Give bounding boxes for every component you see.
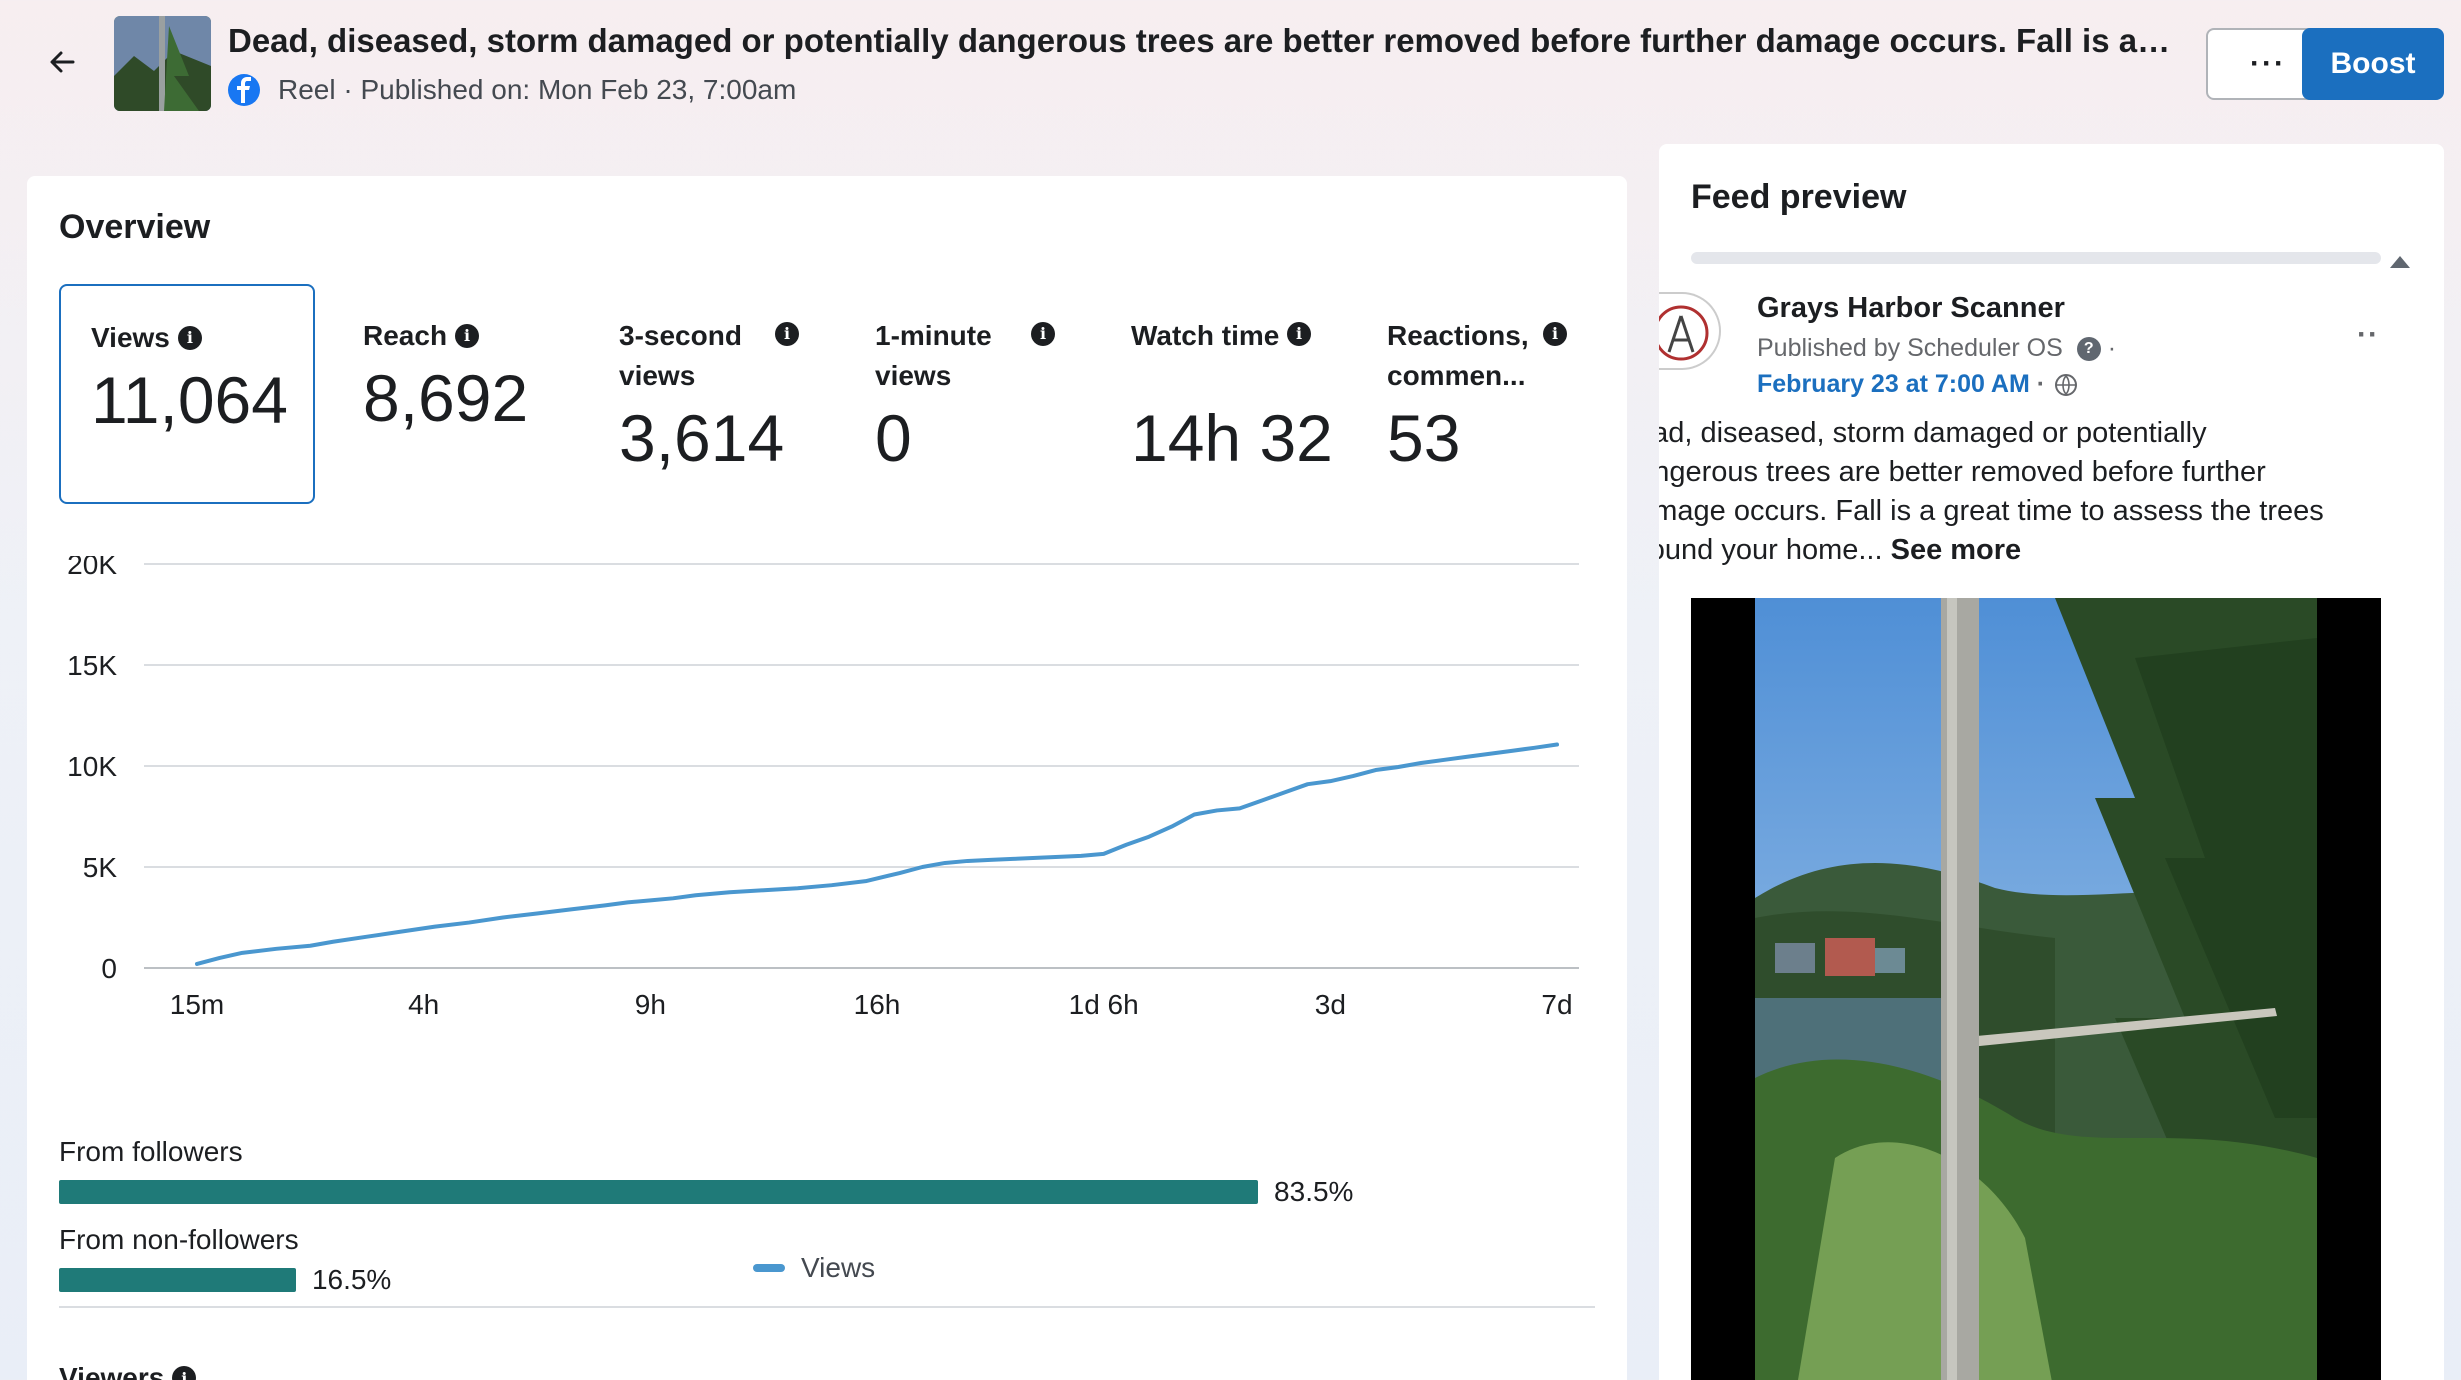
video-frame [1755,598,2317,1380]
published-by-text: Published by Scheduler OS [1757,334,2063,362]
metric-label: 1-minute views [875,320,992,391]
y-tick-label: 15K [67,650,117,681]
y-tick-label: 20K [67,556,117,580]
feed-preview-title: Feed preview [1691,178,1907,216]
x-tick-label: 1d 6h [1069,989,1139,1020]
post-title: Dead, diseased, storm damaged or potenti… [228,22,2178,59]
metric-3-second-views[interactable]: 3-second views i 3,614 [589,284,829,504]
post-menu-icon[interactable]: ·· [2357,318,2379,351]
back-button[interactable] [40,40,84,84]
x-tick-label: 4h [408,989,439,1020]
preview-scrollbar[interactable] [1691,252,2381,264]
info-icon[interactable]: i [775,322,799,346]
legend-label: Views [801,1252,876,1283]
info-icon[interactable]: i [1543,322,1567,346]
see-more-link[interactable]: See more [1890,534,2022,566]
published-by: Published by Scheduler OS ? · [1757,334,2117,362]
from-followers-label: From followers [59,1136,243,1167]
help-icon[interactable]: ? [2076,336,2101,361]
x-tick-label: 7d [1541,989,1572,1020]
from-followers-pct: 83.5% [1274,1176,1354,1207]
y-tick-label: 0 [101,953,117,984]
post-thumbnail[interactable] [114,16,211,111]
published-date: Published on: Mon Feb 23, 7:00am [360,74,797,105]
post-date-text[interactable]: February 23 at 7:00 AM [1757,370,2030,398]
scroll-up-arrow-icon[interactable] [2390,256,2410,268]
from-non-followers-pct: 16.5% [311,1264,392,1295]
metric-reactions[interactable]: Reactions, commen... i 53 [1357,284,1617,504]
post-text: Dead, diseased, storm damaged or potenti… [1659,414,2353,570]
metric-1-minute-views[interactable]: 1-minute views i 0 [845,284,1085,504]
info-icon[interactable]: i [455,324,480,348]
reel-video[interactable] [1691,598,2381,1380]
info-icon[interactable]: i [177,326,202,350]
metric-label: Reach [363,320,448,351]
y-tick-label: 10K [67,751,117,782]
legend-swatch [753,1264,785,1272]
metric-value: 0 [875,401,912,475]
post-text-line: Dead, diseased, storm damaged or potenti… [1659,417,2207,449]
header: Dead, diseased, storm damaged or potenti… [0,0,2461,130]
arrow-left-icon [50,51,75,73]
metric-label: Watch time [1131,320,1280,351]
x-tick-label: 9h [635,989,666,1020]
from-non-followers-label: From non-followers [59,1224,299,1255]
views-line-chart: 0 5K 10K 15K 20K 15m 4h 9h 16h 1d 6h 3d 7d [67,556,1579,1020]
globe-icon [2055,373,2078,396]
post-text-line: dangerous trees are better removed befor… [1659,456,2266,488]
page-name[interactable]: Grays Harbor Scanner [1757,292,2065,324]
metric-label: Reactions, commen... [1387,320,1529,391]
metric-label: 3-second views [619,320,742,391]
x-tick-label: 16h [854,989,901,1020]
metric-label: Views [91,322,170,353]
x-tick-label: 3d [1315,989,1346,1020]
from-non-followers-bar [59,1268,296,1292]
from-followers-bar [59,1180,1259,1204]
post-type: Reel [278,74,336,105]
overview-title: Overview [59,208,211,246]
viewers-section-title: Viewers i [59,1362,197,1380]
feed-preview-card: Feed preview Grays Harbor Scanner Publis… [1659,144,2444,1380]
metric-value: 53 [1387,401,1461,475]
chart-legend: Views [753,1252,875,1284]
metric-views[interactable]: Views i 11,064 [59,284,315,504]
overview-card: Overview Views i 11,064 Reach i 8,692 3-se… [27,176,1627,1380]
post-meta: Reel · Published on: Mon Feb 23, 7:00am [228,70,796,110]
viewers-label: Viewers [59,1362,165,1380]
post-date: February 23 at 7:00 AM · [1757,370,2078,399]
info-icon[interactable]: i [1031,322,1055,346]
metric-value: 14h 32m [1131,401,1331,475]
info-icon[interactable]: i [172,1366,197,1380]
post-text-line: around your home... [1659,534,1883,566]
page-avatar[interactable] [1659,292,1721,370]
divider [59,1306,1595,1308]
y-tick-label: 5K [83,852,118,883]
metric-value: 11,064 [91,363,288,437]
metric-reach[interactable]: Reach i 8,692 [333,284,573,504]
metric-value: 8,692 [363,361,529,435]
post-text-line: damage occurs. Fall is a great time to a… [1659,495,2324,527]
info-icon[interactable]: i [1287,322,1311,346]
facebook-icon [228,74,260,106]
boost-button[interactable]: Boost [2302,28,2444,100]
x-tick-label: 15m [170,989,224,1020]
metric-watch-time[interactable]: Watch time i 14h 32m [1101,284,1331,504]
series-line-views [195,742,1559,966]
metric-value: 3,614 [619,401,785,475]
